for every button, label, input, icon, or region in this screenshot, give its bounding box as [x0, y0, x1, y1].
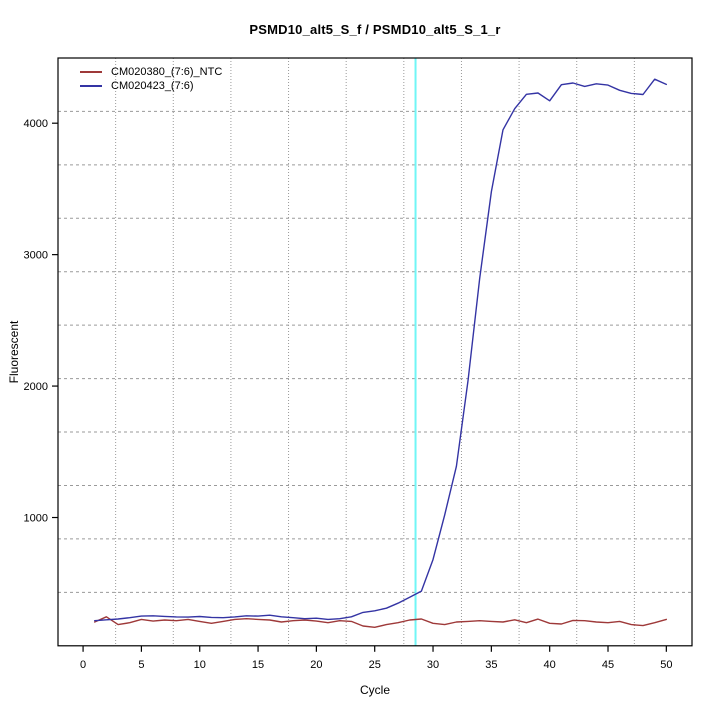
x-tick-label: 45 [602, 659, 614, 671]
legend-line-red-icon [80, 71, 102, 73]
series-line-1 [93, 78, 667, 622]
x-tick-label: 10 [194, 659, 206, 671]
legend-label-sample: CM020423_(7:6) [111, 80, 194, 92]
legend: CM020380_(7:6)_NTC CM020423_(7:6) [80, 65, 222, 93]
legend-line-blue-icon [80, 85, 102, 87]
x-tick-label: 50 [660, 659, 672, 671]
x-axis-title: Cycle [359, 683, 390, 697]
gridlines [58, 58, 692, 646]
x-tick-label: 30 [427, 659, 439, 671]
x-tick-label: 15 [252, 659, 264, 671]
y-axis-title: Fluorescent [7, 320, 21, 384]
x-tick-label: 40 [544, 659, 556, 671]
series-line-0 [93, 616, 667, 628]
legend-item-sample: CM020423_(7:6) [80, 79, 222, 93]
legend-item-ntc: CM020380_(7:6)_NTC [80, 65, 222, 79]
y-tick-label: 2000 [24, 381, 48, 393]
y-tick-label: 1000 [24, 513, 48, 525]
legend-label-ntc: CM020380_(7:6)_NTC [111, 66, 223, 78]
y-tick-label: 4000 [24, 118, 48, 130]
x-tick-label: 35 [485, 659, 497, 671]
x-tick-label: 0 [80, 659, 86, 671]
x-tick-label: 20 [310, 659, 322, 671]
axis-ticks: 0 5 10 15 20 25 30 35 40 45 50 1000 2000 3000 4000 [24, 118, 673, 671]
x-tick-label: 25 [369, 659, 381, 671]
x-tick-label: 5 [138, 659, 144, 671]
y-tick-label: 3000 [24, 250, 48, 262]
chart-title: PSMD10_alt5_S_f / PSMD10_alt5_S_1_r [249, 22, 501, 37]
plot-border [57, 57, 693, 647]
